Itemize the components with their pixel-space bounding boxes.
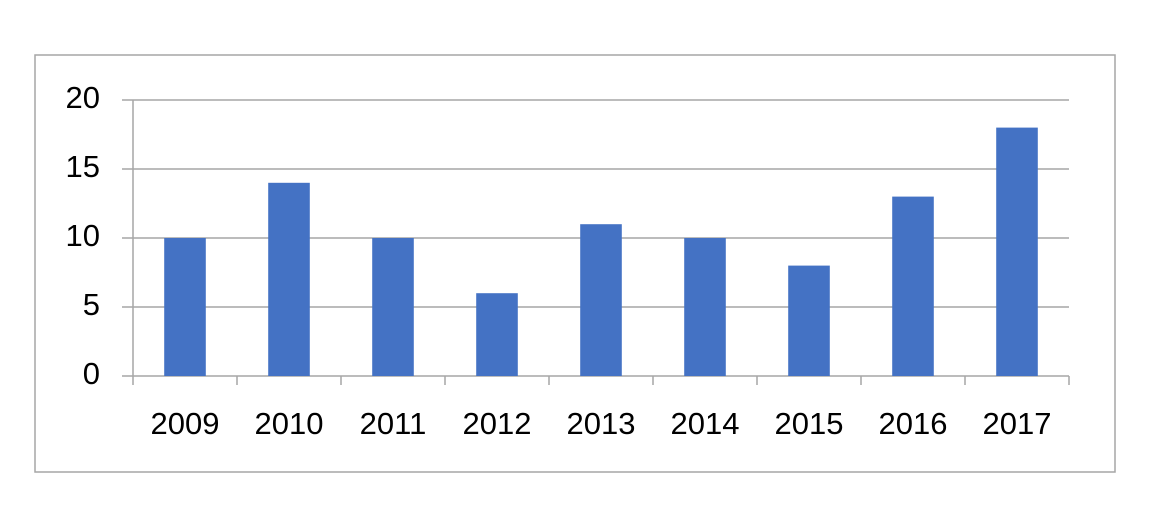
y-tick-label: 10	[66, 218, 100, 253]
bar	[892, 196, 934, 376]
bar	[372, 238, 414, 376]
x-tick-label: 2010	[255, 406, 324, 441]
x-tick-label: 2012	[463, 406, 532, 441]
x-tick-label: 2017	[983, 406, 1052, 441]
x-tick-label: 2015	[775, 406, 844, 441]
x-tick-label: 2011	[360, 406, 427, 441]
bar	[580, 224, 622, 376]
y-tick-label: 0	[83, 356, 100, 391]
bar	[476, 293, 518, 376]
bar	[996, 127, 1038, 376]
x-tick-label: 2009	[151, 406, 220, 441]
y-tick-label: 5	[83, 287, 100, 322]
bar	[268, 182, 310, 376]
y-tick-label: 15	[66, 149, 100, 184]
x-tick-label: 2016	[879, 406, 948, 441]
bar	[684, 238, 726, 376]
y-tick-label: 20	[66, 80, 100, 115]
x-tick-label: 2014	[671, 406, 740, 441]
x-tick-label: 2013	[567, 406, 636, 441]
bar	[164, 238, 206, 376]
chart-border	[34, 54, 1116, 473]
bar	[788, 265, 830, 376]
